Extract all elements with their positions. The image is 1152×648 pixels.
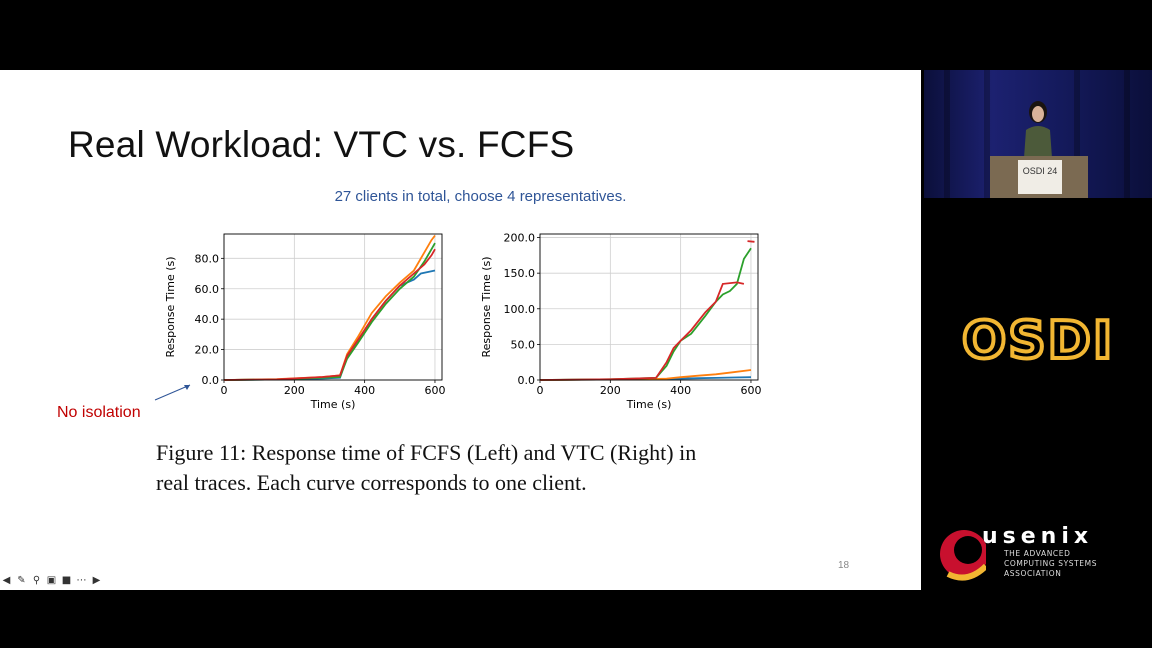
y-tick-label: 60.0 [195,283,220,296]
series-line-0 [223,269,436,381]
pen-icon[interactable]: ✎ [17,575,26,586]
x-tick-label: 600 [740,384,761,397]
series-line-2 [539,247,752,381]
next-icon[interactable]: ▶ [92,575,101,586]
x-tick-label: 400 [670,384,691,397]
y-tick-label: 0.0 [518,374,536,387]
usenix-tag-3: ASSOCIATION [1004,569,1062,578]
more-icon[interactable]: ⋯ [76,575,87,586]
caption-line-1: Figure 11: Response time of FCFS (Left) … [156,440,697,465]
slide: Real Workload: VTC vs. FCFS 27 clients i… [0,70,921,590]
osdi-logo: OSDI 24 [962,309,1122,373]
x-axis-label: Time (s) [626,398,672,411]
annotation-arrow [154,384,191,401]
figure-caption: Figure 11: Response time of FCFS (Left) … [156,438,796,498]
subtitles-icon[interactable]: ▣ [46,575,57,586]
speaker-figure [1024,101,1052,158]
slide-title: Real Workload: VTC vs. FCFS [68,124,575,165]
y-tick-label: 40.0 [195,313,220,326]
series-line-2 [223,242,436,381]
x-tick-label: 400 [354,384,375,397]
y-axis-label: Response Time (s) [164,256,177,357]
y-tick-label: 200.0 [504,232,536,245]
y-tick-label: 0.0 [202,374,220,387]
usenix-mark-icon [940,530,986,581]
y-tick-label: 150.0 [504,267,536,280]
zoom-icon[interactable]: ⚲ [32,575,41,586]
x-axis-label: Time (s) [310,398,356,411]
caption-line-2: real traces. Each curve corresponds to o… [156,470,587,495]
series-line-4 [747,240,755,243]
x-tick-label: 600 [424,384,445,397]
podium-sign: OSDI 24 [1018,160,1062,194]
y-axis-label: Response Time (s) [480,256,493,357]
no-isolation-label: No isolation [57,404,141,421]
prev-icon[interactable]: ◀ [2,575,11,586]
x-tick-label: 0 [221,384,228,397]
plot-frame [539,233,759,381]
fcfs-chart: 0 200 400 600 0.0 20.0 40.0 60.0 80.0 Time (s) Res… [164,233,445,411]
plot-frame [223,233,443,381]
camera-icon[interactable]: ■ [61,575,72,586]
y-tick-label: 100.0 [504,303,536,316]
series-line-3 [539,281,745,381]
usenix-tag-1: THE ADVANCED [1004,549,1071,558]
speaker-video: OSDI 24 [924,70,1152,198]
x-tick-label: 0 [537,384,544,397]
vtc-chart: 0 200 400 600 0.0 50.0 100.0 150.0 200.0 Time (s)… [480,232,761,411]
page-number: 18 [838,560,850,571]
podium: OSDI 24 [990,156,1088,198]
y-tick-label: 50.0 [511,338,536,351]
series-line-3 [223,248,436,381]
usenix-wordmark: usenix [982,524,1094,549]
slide-subtitle: 27 clients in total, choose 4 representa… [334,188,627,205]
y-tick-label: 80.0 [195,252,220,265]
presentation-toolbar: ◀ ✎ ⚲ ▣ ■ ⋯ ▶ [0,574,103,587]
usenix-tag-2: COMPUTING SYSTEMS [1004,559,1098,568]
osdi-logo-text: OSDI 24 [962,311,1122,371]
series-line-1 [539,369,752,381]
y-tick-label: 20.0 [195,344,220,357]
x-tick-label: 200 [600,384,621,397]
usenix-tagline: THE ADVANCED COMPUTING SYSTEMS ASSOCIATI… [1004,549,1097,579]
usenix-logo: usenix THE ADVANCED COMPUTING SYSTEMS AS… [938,522,1148,584]
x-tick-label: 200 [284,384,305,397]
series-line-1 [223,234,436,381]
